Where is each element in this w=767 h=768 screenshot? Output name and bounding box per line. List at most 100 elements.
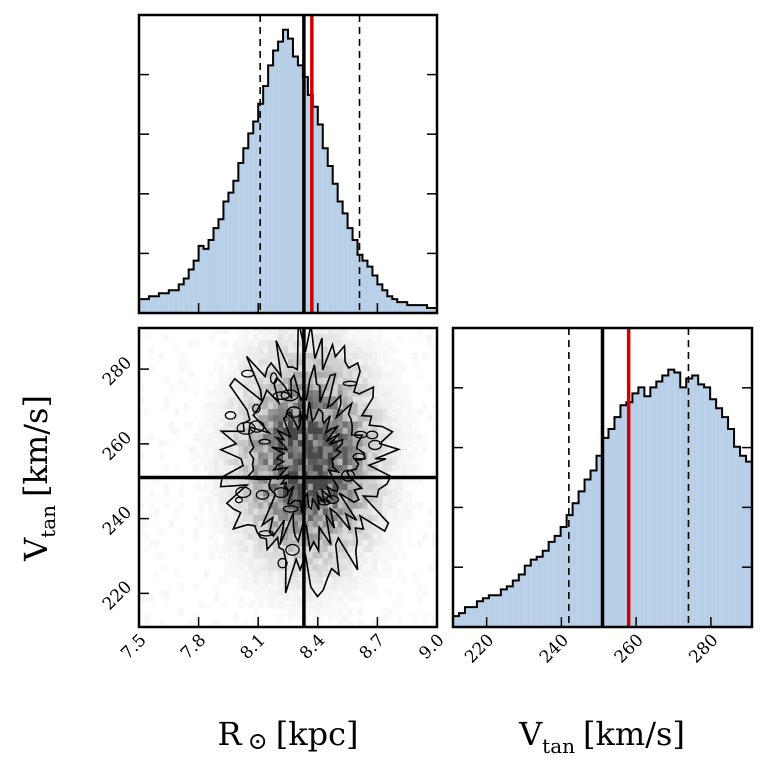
- joint-density-cell: [268, 533, 274, 541]
- joint-density-cell: [238, 496, 244, 503]
- joint-density-cell: [382, 415, 388, 422]
- joint-density-cell: [278, 433, 284, 441]
- joint-density-cell: [397, 377, 403, 385]
- joint-density-cell: [417, 433, 423, 441]
- joint-density-cell: [173, 508, 180, 516]
- joint-density-cell: [258, 514, 264, 522]
- joint-density-cell: [392, 489, 398, 497]
- vtan-hist-bar: [734, 446, 741, 627]
- joint-density-cell: [342, 589, 348, 597]
- joint-density-cell: [193, 527, 199, 534]
- joint-density-cell: [377, 346, 383, 354]
- joint-density-cell: [347, 427, 353, 435]
- joint-density-cell: [168, 521, 175, 528]
- joint-density-cell: [312, 359, 319, 366]
- joint-density-cell: [357, 583, 363, 591]
- joint-density-cell: [228, 359, 234, 366]
- joint-density-cell: [253, 546, 259, 553]
- joint-density-cell: [198, 421, 204, 429]
- joint-density-cell: [382, 514, 388, 522]
- joint-density-cell: [173, 465, 180, 472]
- joint-density-cell: [322, 471, 329, 478]
- joint-density-cell: [372, 440, 378, 447]
- joint-density-cell: [228, 446, 234, 453]
- joint-density-cell: [139, 477, 145, 485]
- joint-density-cell: [407, 452, 413, 460]
- joint-density-cell: [263, 384, 269, 391]
- joint-density-cell: [312, 396, 319, 404]
- joint-density-cell: [288, 440, 294, 447]
- joint-density-cell: [422, 533, 428, 541]
- joint-density-cell: [248, 577, 254, 584]
- joint-density-cell: [387, 570, 393, 578]
- joint-density-cell: [248, 514, 254, 522]
- joint-density-cell: [248, 446, 254, 453]
- joint-density-cell: [243, 440, 249, 447]
- joint-contour-island: [255, 489, 270, 500]
- joint-density-cell: [278, 408, 284, 416]
- joint-density-cell: [258, 602, 264, 609]
- joint-contour-island: [325, 495, 340, 505]
- joint-density-cell: [297, 471, 304, 478]
- joint-density-cell: [208, 334, 214, 341]
- joint-density-cell: [243, 465, 249, 472]
- joint-contour-island: [318, 499, 331, 506]
- joint-density-cell: [288, 521, 294, 528]
- joint-density-cell: [362, 471, 368, 478]
- joint-density-cell: [268, 552, 274, 559]
- joint-density-cell: [188, 371, 195, 379]
- r-sun-hist-bar: [397, 302, 403, 313]
- joint-density-cell: [417, 328, 423, 335]
- joint-density-cell: [268, 539, 274, 547]
- joint-density-cell: [292, 508, 299, 516]
- joint-density-cell: [238, 421, 244, 429]
- joint-density-cell: [322, 446, 329, 453]
- joint-density-cell: [208, 471, 214, 478]
- joint-density-cell: [377, 365, 383, 373]
- joint-density-cell: [297, 489, 304, 497]
- joint-density-cell: [283, 496, 289, 503]
- joint-density-cell: [223, 527, 229, 534]
- joint-density-cell: [273, 514, 279, 522]
- joint-density-cell: [352, 477, 358, 485]
- joint-density-cell: [278, 508, 284, 516]
- joint-density-cell: [347, 465, 353, 472]
- vtan-hist-bar: [506, 586, 513, 627]
- joint-density-cell: [178, 527, 185, 534]
- joint-density-cell: [367, 458, 373, 466]
- joint-density-cell: [253, 589, 259, 597]
- joint-density-cell: [273, 334, 279, 341]
- r-sun-hist-bar: [427, 308, 433, 313]
- vtan-hist-bar: [692, 375, 699, 627]
- joint-density-cell: [367, 489, 373, 497]
- joint-density-cell: [372, 496, 378, 503]
- joint-contour-island: [282, 505, 299, 513]
- joint-density-cell: [397, 546, 403, 553]
- joint-truth-lines: [139, 328, 437, 627]
- vtan-hist-bar: [524, 565, 531, 627]
- joint-density-cell: [347, 334, 353, 341]
- joint-density-cell: [253, 377, 259, 385]
- joint-density-cell: [402, 440, 408, 447]
- joint-density-cell: [238, 552, 244, 559]
- joint-density-cell: [387, 396, 393, 404]
- joint-density-cell: [218, 415, 224, 422]
- vtan-hist-bar: [464, 607, 471, 627]
- joint-density-cell: [357, 384, 363, 391]
- joint-density-cell: [402, 408, 408, 416]
- joint-density-cell: [292, 602, 299, 609]
- joint-density-cell: [248, 527, 254, 534]
- joint-density-cell: [263, 577, 269, 584]
- joint-contour-island: [240, 369, 255, 378]
- joint-density-cell: [362, 446, 368, 453]
- joint-density-cell: [312, 458, 319, 466]
- joint-density-cell: [337, 334, 344, 341]
- joint-density-cell: [332, 396, 339, 404]
- joint-density-cell: [377, 465, 383, 472]
- joint-density-cell: [258, 340, 264, 348]
- joint-density-cell: [292, 352, 299, 360]
- joint-density-cell: [332, 477, 339, 485]
- joint-density-cell: [337, 408, 344, 416]
- joint-density-cell: [273, 489, 279, 497]
- joint-ytick-label: 280: [99, 353, 136, 390]
